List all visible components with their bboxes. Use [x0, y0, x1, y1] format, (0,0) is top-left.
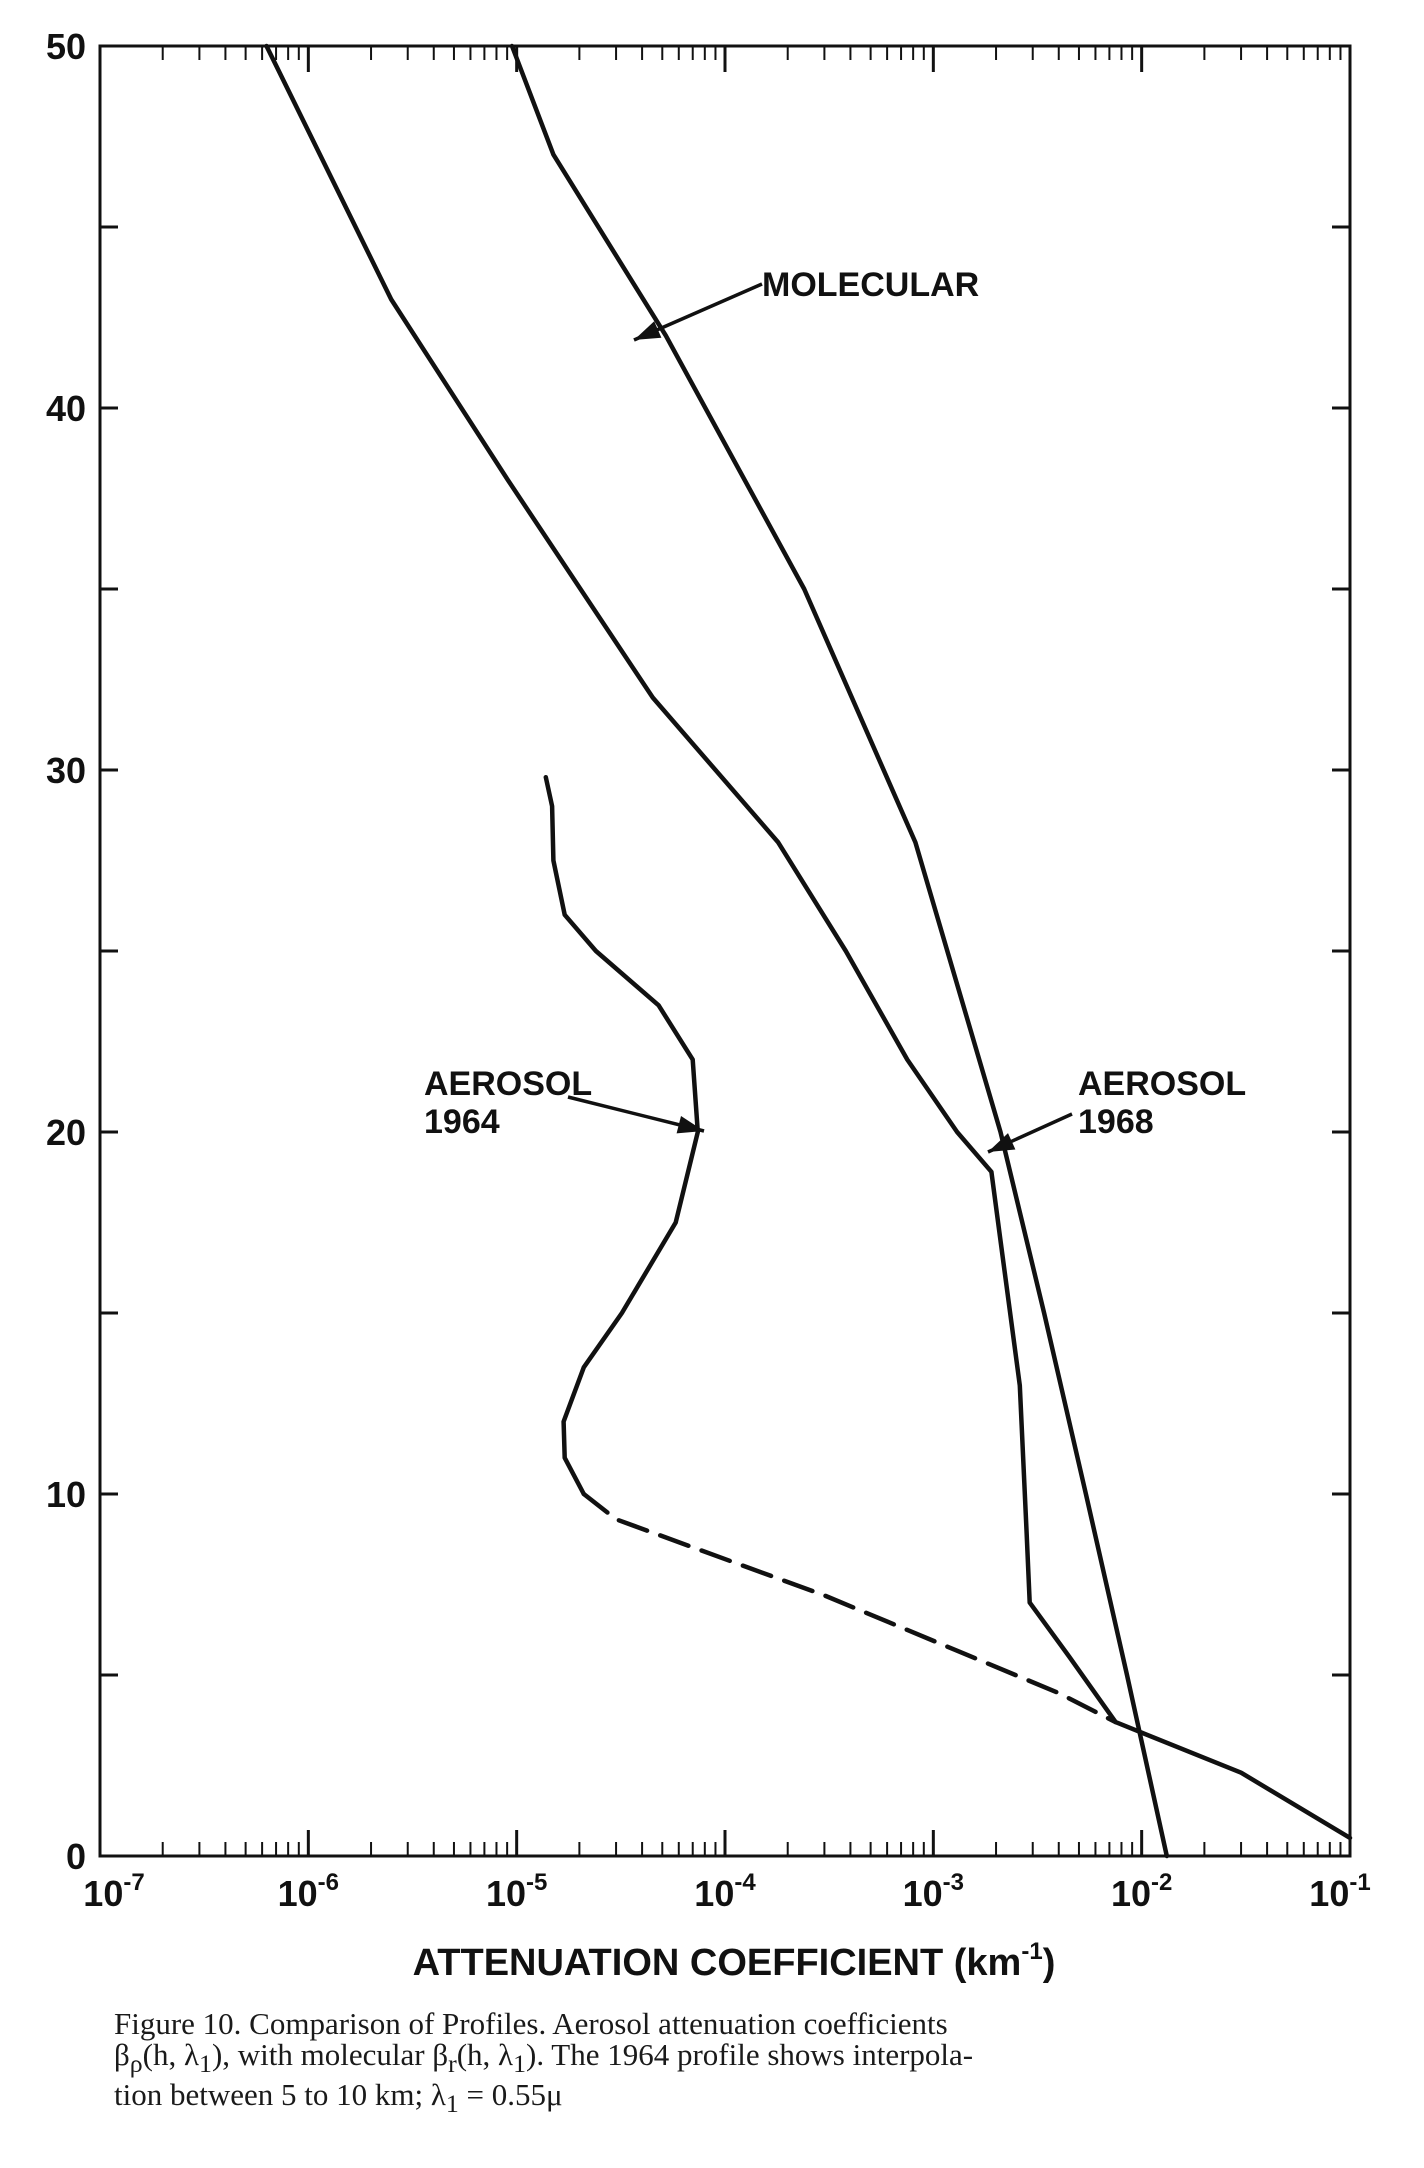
y-tick-labels: 0 10 20 30 40 50: [46, 26, 86, 1877]
annotation-arrowhead: [988, 1133, 1016, 1152]
caption-text: (h, λ: [456, 2037, 514, 2072]
annotation-label: 1968: [1078, 1103, 1154, 1141]
y-tick-label: 0: [66, 1836, 86, 1877]
caption-line-3: tion between 5 to 10 km; λ1 = 0.55μ: [114, 2079, 1334, 2119]
series-line-aerosol-1964: [543, 774, 701, 1497]
series-line-aerosol-1968: [264, 43, 1353, 1841]
x-tick-label: 10-7: [83, 1869, 144, 1914]
y-tick-label: 10: [46, 1474, 86, 1515]
x-tick-label: 10-3: [903, 1869, 964, 1914]
plot-frame: [98, 44, 1352, 1858]
caption-text: tion between 5 to 10 km; λ: [114, 2077, 446, 2113]
caption-subscript: 1: [199, 2049, 212, 2079]
x-axis-title: ATTENUATION COEFFICIENT (km-1): [413, 1938, 1056, 1984]
annotation-arrowhead: [676, 1116, 704, 1134]
caption-text: = 0.55μ: [458, 2077, 563, 2113]
caption-subscript: 1: [513, 2049, 526, 2079]
x-tick-labels: 10-7 10-6 10-5 10-4 10-3 10-2 10-1: [83, 1869, 1370, 1914]
annotation-arrowhead: [634, 321, 662, 340]
caption-subscript: 1: [445, 2089, 459, 2119]
x-tick-label: 10-5: [486, 1869, 547, 1914]
caption-text: ), with molecular β: [211, 2037, 449, 2072]
major-ticks: [98, 44, 1352, 1858]
series-line-aerosol-1964-interpolated: [581, 1491, 1118, 1725]
x-tick-label: 10-4: [694, 1869, 756, 1914]
annotation-label: MOLECULAR: [762, 266, 979, 304]
series-layer: [264, 43, 1353, 1859]
caption-subscript: r: [448, 2049, 457, 2079]
caption-line-1: Figure 10. Comparison of Profiles. Aeros…: [114, 2008, 1334, 2039]
y-tick-label: 20: [46, 1112, 86, 1153]
caption-line-2: βρ(h, λ1), with molecular βr(h, λ1). The…: [114, 2039, 1334, 2079]
x-tick-label: 10-2: [1111, 1869, 1172, 1914]
annotation-label: AEROSOL: [1078, 1065, 1246, 1103]
caption-subscript: ρ: [129, 2049, 143, 2079]
y-tick-label: 40: [46, 388, 86, 429]
caption-text: (h, λ: [142, 2037, 200, 2072]
annotation-label: AEROSOL: [424, 1065, 592, 1103]
caption-text: β: [114, 2037, 130, 2072]
y-tick-label: 30: [46, 750, 86, 791]
annotation-label: 1964: [424, 1103, 500, 1141]
minor-ticks: [161, 46, 1342, 1856]
x-tick-label: 10-1: [1309, 1869, 1370, 1914]
x-tick-label: 10-6: [278, 1869, 339, 1914]
caption-text: Figure 10. Comparison of Profiles. Aeros…: [114, 2006, 948, 2041]
y-tick-label: 50: [46, 26, 86, 67]
caption-text: ). The 1964 profile shows interpola-: [526, 2037, 974, 2072]
series-line-molecular: [509, 43, 1170, 1859]
figure-caption: Figure 10. Comparison of Profiles. Aeros…: [114, 2008, 1334, 2119]
